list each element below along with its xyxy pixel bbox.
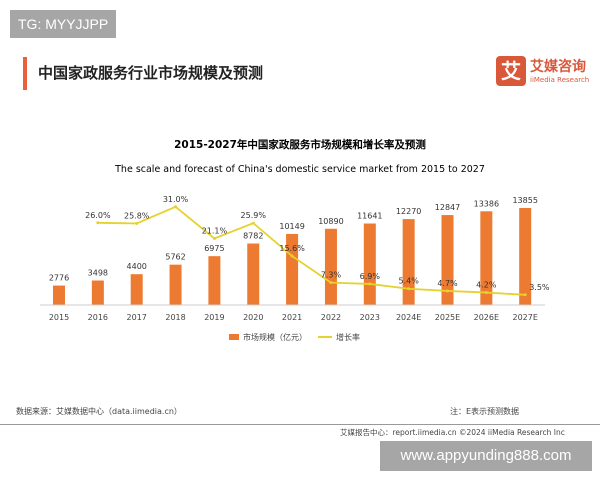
line-point	[251, 221, 255, 225]
x-tick-label: 2023	[360, 313, 380, 322]
bar-label: 3498	[88, 269, 108, 278]
line-label: 5.4%	[398, 277, 419, 286]
bar-label: 13855	[512, 196, 537, 205]
bar	[53, 285, 65, 305]
line-point	[329, 281, 333, 285]
bar-label: 10149	[279, 222, 304, 231]
bar-label: 13386	[474, 199, 499, 208]
line-label: 3.5%	[529, 283, 550, 292]
footer: 艾媒报告中心：report.iimedia.cn ©2024 iiMedia R…	[340, 428, 565, 437]
bar-label: 2776	[49, 274, 69, 283]
line-label: 4.2%	[476, 281, 497, 290]
line-point	[368, 282, 372, 286]
line-label: 25.8%	[124, 211, 150, 220]
line-point	[174, 205, 178, 209]
bar-label: 5762	[165, 253, 185, 262]
bar-label: 12270	[396, 207, 421, 216]
line-point	[484, 291, 488, 295]
line-label: 21.1%	[202, 226, 228, 235]
legend-bar-label: 市场规模（亿元）	[243, 332, 307, 342]
bar-label: 10890	[318, 217, 343, 226]
bar	[402, 219, 415, 305]
x-tick-label: 2021	[282, 313, 302, 322]
bar	[91, 280, 104, 305]
watermark-top: TG: MYYJJPP	[10, 10, 117, 38]
line-point	[135, 221, 139, 225]
line-point	[290, 254, 294, 258]
bar	[247, 243, 260, 305]
data-source: 数据来源：艾媒数据中心（data.iimedia.cn）	[16, 407, 182, 416]
x-tick-label: 2016	[88, 313, 108, 322]
bar	[480, 211, 493, 305]
line-point	[407, 287, 411, 291]
legend-bar-swatch	[229, 334, 239, 340]
line-label: 15.6%	[279, 244, 305, 253]
growth-line	[97, 205, 526, 296]
note: 注：E表示预测数据	[450, 407, 520, 416]
x-tick-label: 2018	[165, 313, 185, 322]
bar	[169, 264, 182, 305]
x-tick-label: 2026E	[474, 313, 499, 322]
line-label: 7.3%	[321, 271, 342, 280]
chart-title: 2015-2027年中国家政服务市场规模和增长率及预测	[174, 138, 426, 151]
watermark-bottom: www.appyunding888.com	[380, 441, 592, 471]
brand-name-en: iiMedia Research	[530, 76, 590, 84]
bar-label: 12847	[435, 203, 460, 212]
line-label: 31.0%	[163, 195, 189, 204]
brand-logo: 艾	[496, 56, 526, 86]
x-tick-label: 2019	[204, 313, 224, 322]
x-tick-label: 2022	[321, 313, 341, 322]
x-tick-label: 2015	[49, 313, 69, 322]
title-accent	[23, 57, 27, 90]
bar	[441, 215, 454, 305]
bar	[363, 223, 376, 305]
x-tick-label: 2025E	[435, 313, 460, 322]
x-tick-label: 2027E	[512, 313, 537, 322]
line-label: 25.9%	[241, 211, 267, 220]
x-tick-label: 2024E	[396, 313, 421, 322]
page-title: 中国家政服务行业市场规模及预测	[38, 64, 264, 82]
bar-label: 11641	[357, 212, 382, 221]
bar	[286, 233, 299, 305]
chart: 2015-2027年中国家政服务市场规模和增长率及预测 The scale an…	[40, 138, 550, 342]
bar	[208, 256, 221, 305]
line-label: 6.9%	[360, 272, 381, 281]
bar	[324, 228, 337, 305]
bar-label: 6975	[204, 244, 224, 253]
line-label: 4.7%	[437, 279, 458, 288]
line-point	[523, 293, 527, 297]
chart-subtitle: The scale and forecast of China's domest…	[114, 164, 485, 175]
legend-line-label: 增长率	[336, 332, 360, 342]
line-point	[96, 221, 100, 225]
line-point	[446, 289, 449, 293]
bar-label: 8782	[243, 232, 263, 241]
line-label: 26.0%	[85, 211, 111, 220]
x-tick-label: 2017	[127, 313, 147, 322]
divider	[0, 424, 600, 425]
x-tick-label: 2020	[243, 313, 263, 322]
bar-label: 4400	[127, 262, 147, 271]
brand-name: 艾媒咨询	[530, 59, 586, 75]
line-point	[212, 236, 216, 240]
bar	[519, 208, 532, 305]
bar	[130, 274, 143, 305]
